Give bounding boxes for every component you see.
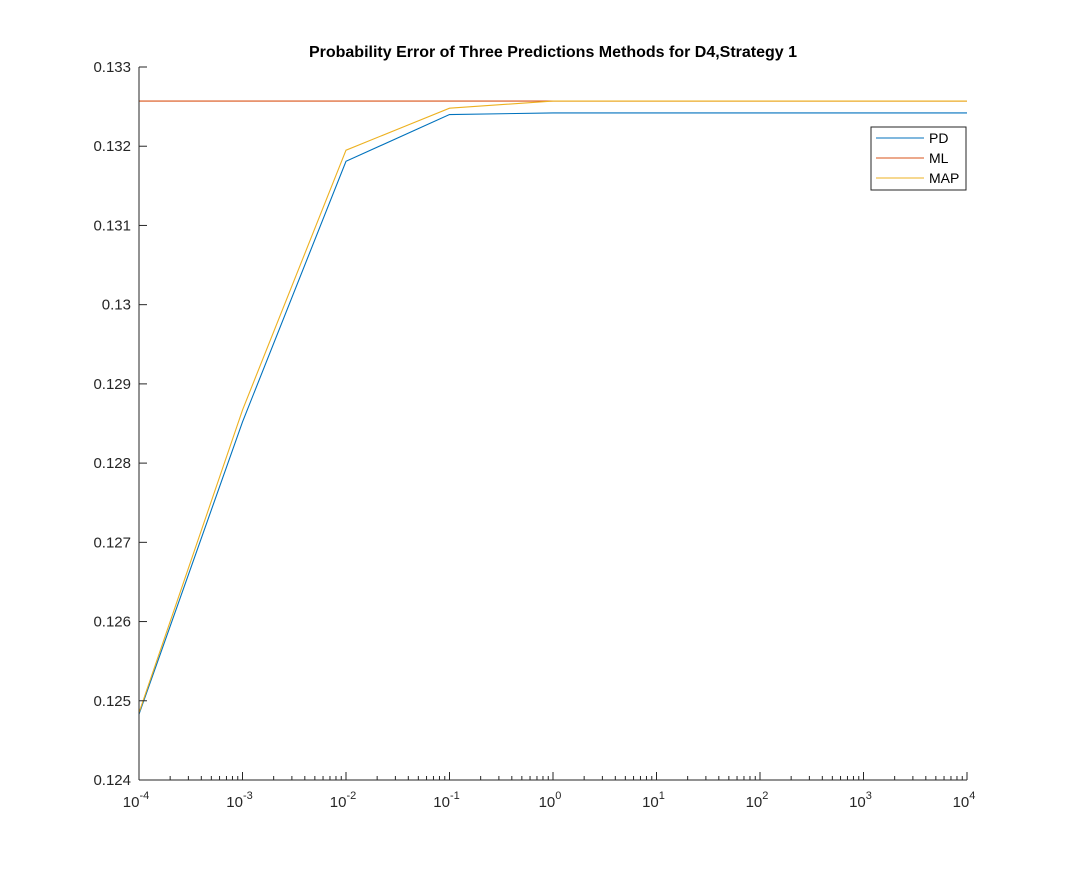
x-tick-label-exponent: 2 (762, 790, 768, 802)
y-tick-label: 0.132 (93, 138, 131, 155)
y-axis-ticks: 0.124 0.125 0.126 0.127 0.128 0.129 0.13 0.131 0… (93, 59, 147, 789)
x-tick-label: 10-3 (226, 790, 252, 811)
x-tick-label-base: 10 (953, 794, 970, 811)
y-tick-label: 0.129 (93, 376, 131, 393)
legend-label-ml: ML (929, 150, 949, 166)
chart-title: Probability Error of Three Predictions M… (309, 44, 797, 61)
x-axis-ticks: 10-4 10-3 10-2 10-1 100 101 102 103 104 (123, 772, 976, 811)
x-tick-label-exponent: -1 (450, 790, 460, 802)
legend-items: PD ML MAP (876, 130, 959, 186)
y-tick-label: 0.128 (93, 455, 131, 472)
x-tick-label-exponent: -3 (243, 790, 253, 802)
legend: PD ML MAP (870, 126, 967, 191)
series-line-map (138, 100, 967, 713)
x-tick-label-exponent: 3 (866, 790, 872, 802)
series-line-pd (138, 112, 967, 715)
x-tick-label-exponent: 1 (659, 790, 665, 802)
x-tick-label-base: 10 (433, 794, 450, 811)
x-tick-label: 102 (746, 790, 769, 811)
x-tick-label: 103 (849, 790, 872, 811)
x-tick-label-exponent: 0 (555, 790, 561, 802)
y-tick-label: 0.125 (93, 693, 131, 710)
legend-label-map: MAP (929, 170, 959, 186)
legend-label-pd: PD (929, 130, 948, 146)
x-tick-label: 104 (953, 790, 976, 811)
plot-area (139, 67, 967, 780)
x-tick-label-exponent: -4 (139, 790, 149, 802)
x-tick-label-base: 10 (746, 794, 763, 811)
x-tick-label-base: 10 (123, 794, 140, 811)
x-tick-label-base: 10 (849, 794, 866, 811)
y-tick-label: 0.133 (93, 59, 131, 76)
y-tick-label: 0.126 (93, 614, 131, 631)
x-tick-label-base: 10 (642, 794, 659, 811)
x-tick-label: 10-2 (330, 790, 356, 811)
y-tick-label: 0.124 (93, 772, 131, 789)
y-tick-label: 0.13 (102, 297, 131, 314)
x-tick-label-base: 10 (330, 794, 347, 811)
x-tick-label: 100 (539, 790, 562, 811)
x-tick-label-base: 10 (226, 794, 243, 811)
x-tick-label: 10-4 (123, 790, 149, 811)
y-tick-label: 0.127 (93, 534, 131, 551)
x-tick-label-exponent: -2 (346, 790, 356, 802)
x-tick-label-exponent: 4 (969, 790, 975, 802)
x-tick-label-base: 10 (539, 794, 556, 811)
series-layer (138, 100, 967, 715)
x-tick-label: 101 (642, 790, 665, 811)
x-tick-label: 10-1 (433, 790, 459, 811)
y-tick-label: 0.131 (93, 217, 131, 234)
